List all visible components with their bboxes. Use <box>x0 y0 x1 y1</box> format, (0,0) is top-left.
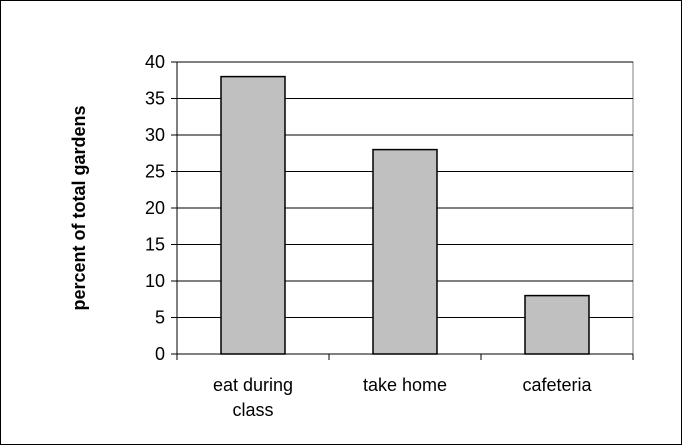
y-tick-label: 30 <box>145 125 165 145</box>
y-tick-label: 5 <box>155 308 165 328</box>
bar <box>220 75 286 355</box>
y-tick-label: 0 <box>155 344 165 364</box>
y-axis-label: percent of total gardens <box>69 105 89 310</box>
y-tick-labels: 0 5 10 15 20 25 30 35 40 <box>145 52 165 364</box>
x-category-label: eat during <box>213 375 293 395</box>
x-category-label: cafeteria <box>522 375 592 395</box>
bar <box>372 148 438 355</box>
bar <box>524 294 590 355</box>
x-category-label: take home <box>363 375 447 395</box>
x-category-labels: eat during class take home cafeteria <box>213 375 593 420</box>
x-category-label: class <box>232 400 273 420</box>
bars <box>220 75 590 355</box>
y-tick-label: 25 <box>145 162 165 182</box>
y-tick-label: 35 <box>145 89 165 109</box>
y-tick-label: 15 <box>145 235 165 255</box>
y-tick-label: 20 <box>145 198 165 218</box>
y-tick-label: 40 <box>145 52 165 72</box>
axes <box>171 61 634 360</box>
y-tick-label: 10 <box>145 271 165 291</box>
